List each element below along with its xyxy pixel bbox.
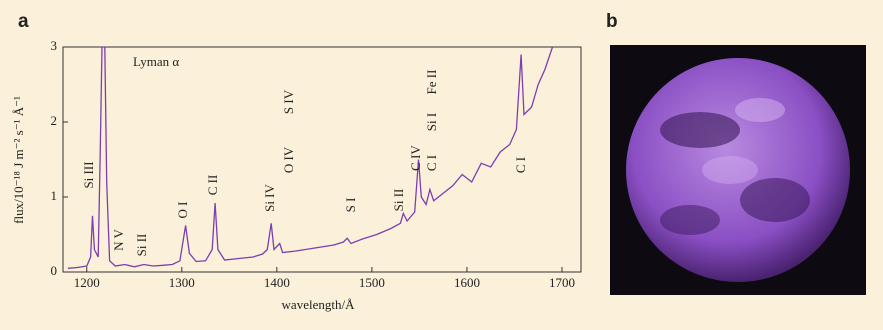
x-tick-label: 1600: [454, 275, 480, 290]
line-annotation: Si I: [424, 113, 439, 131]
sun-image: [610, 45, 866, 295]
line-annotation: Si II: [134, 234, 149, 257]
line-annotation: N V: [111, 228, 126, 250]
y-axis-label: flux/10⁻¹⁸ J m⁻² s⁻¹ Å⁻¹: [11, 96, 26, 224]
dark-region: [660, 112, 740, 148]
line-annotation: O I: [175, 202, 190, 219]
y-tick-label: 3: [51, 38, 58, 53]
line-annotation: Si III: [81, 161, 96, 188]
line-annotation: C I: [424, 155, 439, 171]
y-tick-label: 1: [51, 188, 58, 203]
y-tick-label: 2: [51, 113, 58, 128]
line-annotation: C II: [205, 175, 220, 196]
x-tick-label: 1200: [74, 275, 100, 290]
panel-label: b: [606, 11, 618, 32]
line-annotation: Lyman α: [133, 54, 179, 69]
x-tick-label: 1300: [169, 275, 195, 290]
dark-region: [740, 178, 810, 222]
x-tick-label: 1700: [549, 275, 575, 290]
line-annotation: Fe II: [424, 70, 439, 95]
line-annotation: C I: [513, 157, 528, 173]
line-annotation: Si IV: [262, 183, 277, 211]
bright-region: [735, 98, 785, 122]
line-annotation: O IV: [281, 146, 296, 173]
bright-region: [702, 156, 758, 184]
x-axis-label: wavelength/Å: [282, 297, 356, 312]
line-annotation: C IV: [408, 145, 423, 171]
line-annotation: S IV: [281, 89, 296, 114]
dark-region: [660, 205, 720, 235]
figure: a b wavelength/Å flux/10⁻¹⁸ J m⁻² s⁻¹ Å⁻…: [0, 0, 883, 330]
panel-label: a: [18, 11, 29, 32]
line-annotation: S I: [343, 198, 358, 213]
y-tick-label: 0: [51, 263, 58, 278]
x-tick-label: 1500: [359, 275, 385, 290]
x-tick-label: 1400: [264, 275, 290, 290]
line-annotation: Si II: [391, 189, 406, 212]
page: a b wavelength/Å flux/10⁻¹⁸ J m⁻² s⁻¹ Å⁻…: [0, 0, 883, 330]
